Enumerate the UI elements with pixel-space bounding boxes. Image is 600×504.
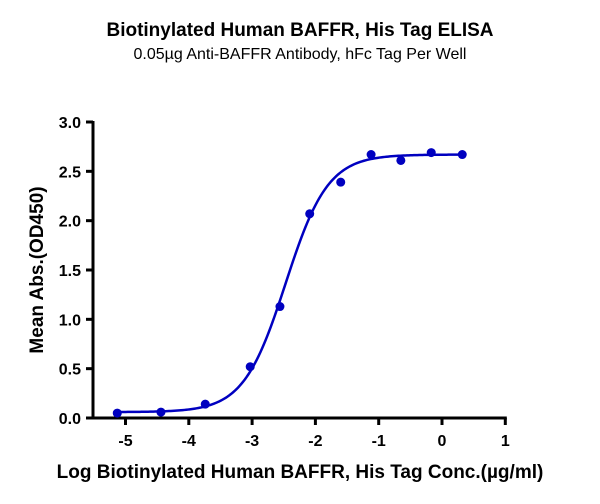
y-tick-label: 0.0 bbox=[59, 411, 81, 428]
y-tick-label: 1.0 bbox=[59, 312, 81, 329]
data-point bbox=[200, 399, 210, 409]
chart-title: Biotinylated Human BAFFR, His Tag ELISA bbox=[106, 20, 494, 41]
fit-curve bbox=[117, 153, 463, 414]
data-point bbox=[156, 407, 166, 417]
axes bbox=[91, 121, 507, 420]
x-tick-label: 0 bbox=[438, 433, 447, 450]
x-tick-label: -2 bbox=[308, 433, 322, 450]
x-axis-label: Log Biotinylated Human BAFFR, His Tag Co… bbox=[57, 462, 544, 483]
x-tick-label: -3 bbox=[245, 433, 259, 450]
data-point bbox=[305, 209, 315, 219]
data-point bbox=[112, 408, 122, 418]
y-tick-label: 2.5 bbox=[59, 164, 81, 181]
y-axis-label: Mean Abs.(OD450) bbox=[27, 186, 48, 353]
y-axis-ticks: 0.0 0.5 1.0 1.5 2.0 2.5 3.0 bbox=[59, 115, 93, 428]
x-tick-label: -1 bbox=[372, 433, 386, 450]
data-point bbox=[275, 302, 285, 312]
data-point bbox=[426, 148, 436, 158]
data-point bbox=[366, 150, 376, 160]
y-tick-label: 1.5 bbox=[59, 263, 81, 280]
y-tick-label: 0.5 bbox=[59, 362, 81, 379]
chart-subtitle: 0.05µg Anti-BAFFR Antibody, hFc Tag Per … bbox=[133, 46, 467, 63]
y-tick-label: 3.0 bbox=[59, 115, 81, 132]
data-points bbox=[112, 148, 467, 418]
x-axis-ticks: -5 -4 -3 -2 -1 0 1 bbox=[118, 418, 510, 450]
y-tick-label: 2.0 bbox=[59, 214, 81, 231]
x-tick-label: -5 bbox=[118, 433, 132, 450]
data-point bbox=[457, 150, 467, 160]
x-tick-label: -4 bbox=[182, 433, 196, 450]
data-point bbox=[396, 155, 406, 165]
data-point bbox=[336, 177, 346, 187]
x-tick-label: 1 bbox=[501, 433, 510, 450]
data-point bbox=[245, 362, 255, 372]
